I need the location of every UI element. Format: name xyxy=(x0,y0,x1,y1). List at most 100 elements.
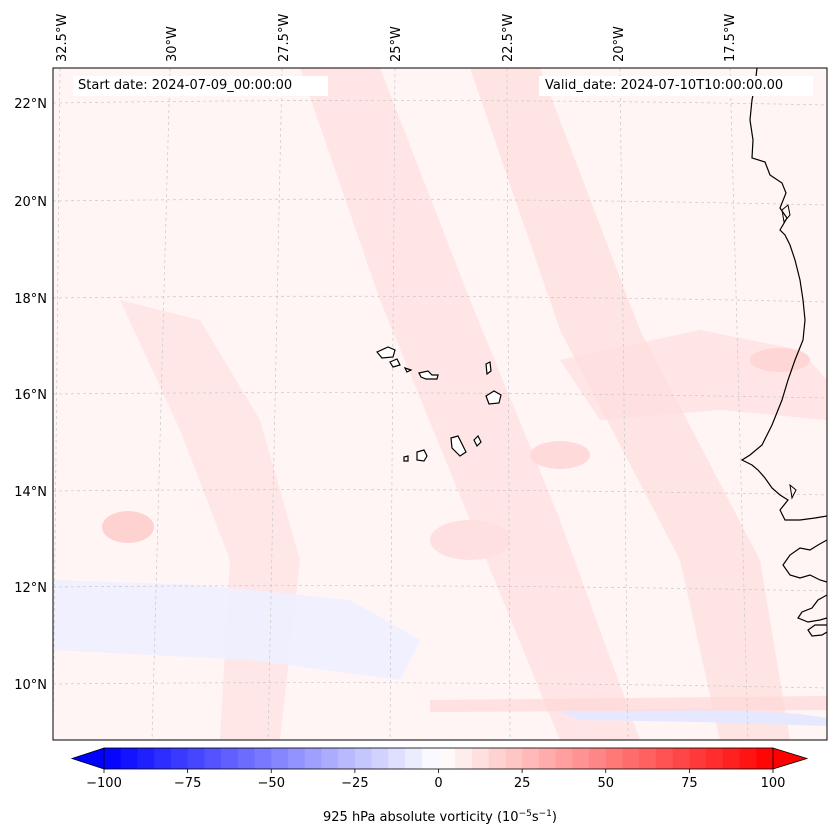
colorbar-segment xyxy=(471,748,490,769)
colorbar-tick-label: −100 xyxy=(86,776,122,791)
colorbar-tick-label: 50 xyxy=(597,776,614,791)
colorbar-segment xyxy=(421,748,439,769)
colorbar-segment xyxy=(287,748,306,769)
colorbar-segment xyxy=(689,748,707,769)
lat-label: 16°N xyxy=(14,388,47,403)
island-fogo xyxy=(416,449,428,462)
colorbar-segment xyxy=(555,748,573,769)
colorbar-tick-label: −75 xyxy=(174,776,201,791)
vorticity-maximum xyxy=(530,441,590,469)
island-santa-luzia xyxy=(403,366,413,373)
colorbar-segment xyxy=(488,748,506,769)
colorbar-segment xyxy=(405,748,423,769)
colorbar-segment xyxy=(354,748,372,769)
colorbar-segment xyxy=(371,748,389,769)
colorbar-tick-label: −25 xyxy=(341,776,368,791)
colorbar-segment xyxy=(672,748,690,769)
lat-label: 22°N xyxy=(14,97,47,112)
island-sao-vicente xyxy=(389,358,401,368)
island-boa-vista xyxy=(485,390,502,405)
colorbar-segment xyxy=(321,748,339,769)
lon-label: 27.5°W xyxy=(277,14,292,62)
colorbar-segment xyxy=(120,748,138,769)
colorbar-tick-label: −50 xyxy=(258,776,285,791)
colorbar-segment xyxy=(589,748,607,769)
colorbar-segment xyxy=(304,748,322,769)
coastline-africa xyxy=(789,483,797,500)
colorbar-segment xyxy=(137,748,155,769)
colorbar-segment xyxy=(622,748,640,769)
colorbar-segment xyxy=(254,748,272,769)
lat-label: 14°N xyxy=(14,485,47,500)
vorticity-maximum xyxy=(102,511,154,543)
lon-label: 17.5°W xyxy=(723,14,738,62)
coastline-africa xyxy=(807,624,827,637)
vorticity-minimum xyxy=(560,708,827,726)
graticule xyxy=(53,68,827,740)
colorbar-segment xyxy=(522,748,540,769)
colorbar-extend-max xyxy=(772,747,809,770)
colorbar-label-suffix: ) xyxy=(552,810,557,825)
colorbar-tick-label: 25 xyxy=(514,776,531,791)
colorbar-segment xyxy=(204,748,222,769)
coastline-africa xyxy=(781,204,791,224)
colorbar-segment xyxy=(187,748,205,769)
colorbar-segment xyxy=(170,748,189,769)
colorbar: −100 −75 −50 −25 0 25 50 75 100 xyxy=(70,747,809,791)
lon-label: 20°W xyxy=(612,26,627,62)
vorticity-minimum xyxy=(53,580,420,680)
cape-verde-islands xyxy=(376,346,502,462)
colorbar-segment xyxy=(505,748,523,769)
map-frame xyxy=(52,67,828,741)
colorbar-label-exponent: −1 xyxy=(539,809,552,819)
island-maio xyxy=(473,434,482,448)
lat-label: 18°N xyxy=(14,292,47,307)
colorbar-segment xyxy=(655,748,674,769)
island-sao-nicolau xyxy=(418,370,439,380)
colorbar-segment xyxy=(739,748,757,769)
colorbar-segment xyxy=(154,748,172,769)
vorticity-maximum xyxy=(750,348,810,372)
colorbar-label-exponent: −5 xyxy=(519,809,532,819)
colorbar-segment xyxy=(722,748,740,769)
colorbar-segment xyxy=(338,748,356,769)
vorticity-band xyxy=(430,696,827,712)
start-date-label: Start date: 2024-07-09_00:00:00 xyxy=(73,76,328,96)
coastline-africa xyxy=(782,539,827,583)
colorbar-tick-label: 0 xyxy=(434,776,442,791)
vorticity-field xyxy=(53,68,827,740)
vorticity-maximum xyxy=(430,520,510,560)
lon-label: 22.5°W xyxy=(501,14,516,62)
colorbar-segment xyxy=(538,748,556,769)
colorbar-segment xyxy=(438,748,456,769)
island-sal xyxy=(485,361,492,376)
lon-label: 30°W xyxy=(165,26,180,62)
colorbar-extend-min xyxy=(70,747,105,770)
colorbar-segment xyxy=(104,748,122,769)
colorbar-label-prefix: 925 hPa absolute vorticity (10 xyxy=(323,810,519,825)
colorbar-tick-label: 75 xyxy=(681,776,698,791)
colorbar-segment xyxy=(271,748,289,769)
colorbar-tick-label: 100 xyxy=(761,776,786,791)
lon-label: 25°W xyxy=(389,26,404,62)
lat-label: 20°N xyxy=(14,195,47,210)
colorbar-segment xyxy=(237,748,255,769)
island-santiago xyxy=(450,435,467,457)
colorbar-segment xyxy=(388,748,406,769)
colorbar-segment xyxy=(572,748,590,769)
island-santo-antao xyxy=(376,346,396,359)
coastline-africa xyxy=(797,594,827,623)
colorbar-segment xyxy=(221,748,239,769)
vorticity-band xyxy=(300,68,640,740)
colorbar-segment xyxy=(706,748,724,769)
colorbar-segment xyxy=(455,748,473,769)
coastline-africa xyxy=(740,68,827,521)
lon-label: 32.5°W xyxy=(55,14,70,62)
colorbar-segment xyxy=(639,748,657,769)
colorbar-label: 925 hPa absolute vorticity (10−5s−1) xyxy=(323,809,557,825)
lat-label: 12°N xyxy=(14,581,47,596)
valid-date-label: Valid_date: 2024-07-10T10:00:00.00 xyxy=(539,76,813,96)
lat-label: 10°N xyxy=(14,678,47,693)
colorbar-segment xyxy=(756,748,774,769)
